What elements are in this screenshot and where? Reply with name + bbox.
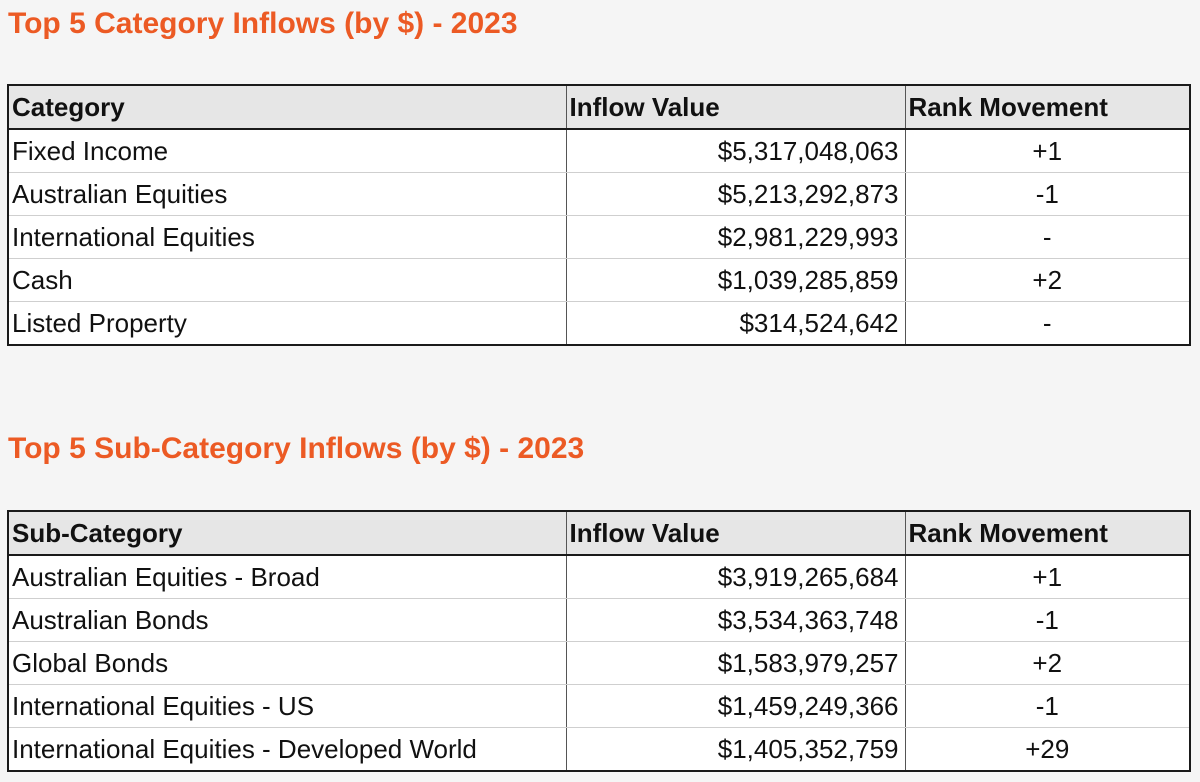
sub-category-name: Australian Equities - Broad (7, 555, 567, 599)
subcategory-section-title: Top 5 Sub-Category Inflows (by $) - 2023 (8, 432, 585, 465)
category-name: Cash (7, 258, 567, 302)
inflow-value: $2,981,229,993 (566, 215, 906, 259)
rank-movement: +29 (905, 727, 1191, 772)
table-row: Fixed Income $5,317,048,063 +1 (7, 129, 1191, 173)
rank-movement: +1 (905, 129, 1191, 173)
table-header-row: Sub-Category Inflow Value Rank Movement (7, 510, 1191, 556)
column-header-rank-movement: Rank Movement (904, 510, 1191, 556)
category-inflows-table: Category Inflow Value Rank Movement Fixe… (7, 84, 1191, 346)
sub-category-name: Global Bonds (7, 641, 567, 685)
category-name: Australian Equities (7, 172, 567, 216)
table-row: International Equities - Developed World… (7, 727, 1191, 772)
sub-category-name: Australian Bonds (7, 598, 567, 642)
subcategory-inflows-table: Sub-Category Inflow Value Rank Movement … (7, 510, 1191, 772)
inflow-value: $314,524,642 (566, 301, 906, 346)
inflow-value: $1,039,285,859 (566, 258, 906, 302)
column-header-inflow-value: Inflow Value (565, 84, 905, 130)
category-name: Fixed Income (7, 129, 567, 173)
table-header-row: Category Inflow Value Rank Movement (7, 84, 1191, 130)
column-header-category: Category (7, 84, 566, 130)
inflow-value: $3,919,265,684 (566, 555, 906, 599)
table-row: Australian Equities - Broad $3,919,265,6… (7, 555, 1191, 599)
category-name: International Equities (7, 215, 567, 259)
column-header-rank-movement: Rank Movement (904, 84, 1191, 130)
rank-movement: +2 (905, 641, 1191, 685)
inflow-value: $5,213,292,873 (566, 172, 906, 216)
rank-movement: -1 (905, 684, 1191, 728)
inflow-value: $3,534,363,748 (566, 598, 906, 642)
column-header-inflow-value: Inflow Value (565, 510, 905, 556)
rank-movement: -1 (905, 598, 1191, 642)
category-section-title: Top 5 Category Inflows (by $) - 2023 (8, 7, 518, 40)
inflow-value: $1,583,979,257 (566, 641, 906, 685)
table-row: Listed Property $314,524,642 - (7, 301, 1191, 346)
sub-category-name: International Equities - Developed World (7, 727, 567, 772)
table-row: International Equities - US $1,459,249,3… (7, 684, 1191, 728)
table-row: International Equities $2,981,229,993 - (7, 215, 1191, 259)
rank-movement: +1 (905, 555, 1191, 599)
rank-movement: - (905, 215, 1191, 259)
rank-movement: +2 (905, 258, 1191, 302)
sub-category-name: International Equities - US (7, 684, 567, 728)
rank-movement: -1 (905, 172, 1191, 216)
table-row: Cash $1,039,285,859 +2 (7, 258, 1191, 302)
category-name: Listed Property (7, 301, 567, 346)
inflow-value: $5,317,048,063 (566, 129, 906, 173)
inflow-value: $1,405,352,759 (566, 727, 906, 772)
rank-movement: - (905, 301, 1191, 346)
inflow-value: $1,459,249,366 (566, 684, 906, 728)
table-row: Global Bonds $1,583,979,257 +2 (7, 641, 1191, 685)
column-header-sub-category: Sub-Category (7, 510, 566, 556)
table-row: Australian Bonds $3,534,363,748 -1 (7, 598, 1191, 642)
table-row: Australian Equities $5,213,292,873 -1 (7, 172, 1191, 216)
